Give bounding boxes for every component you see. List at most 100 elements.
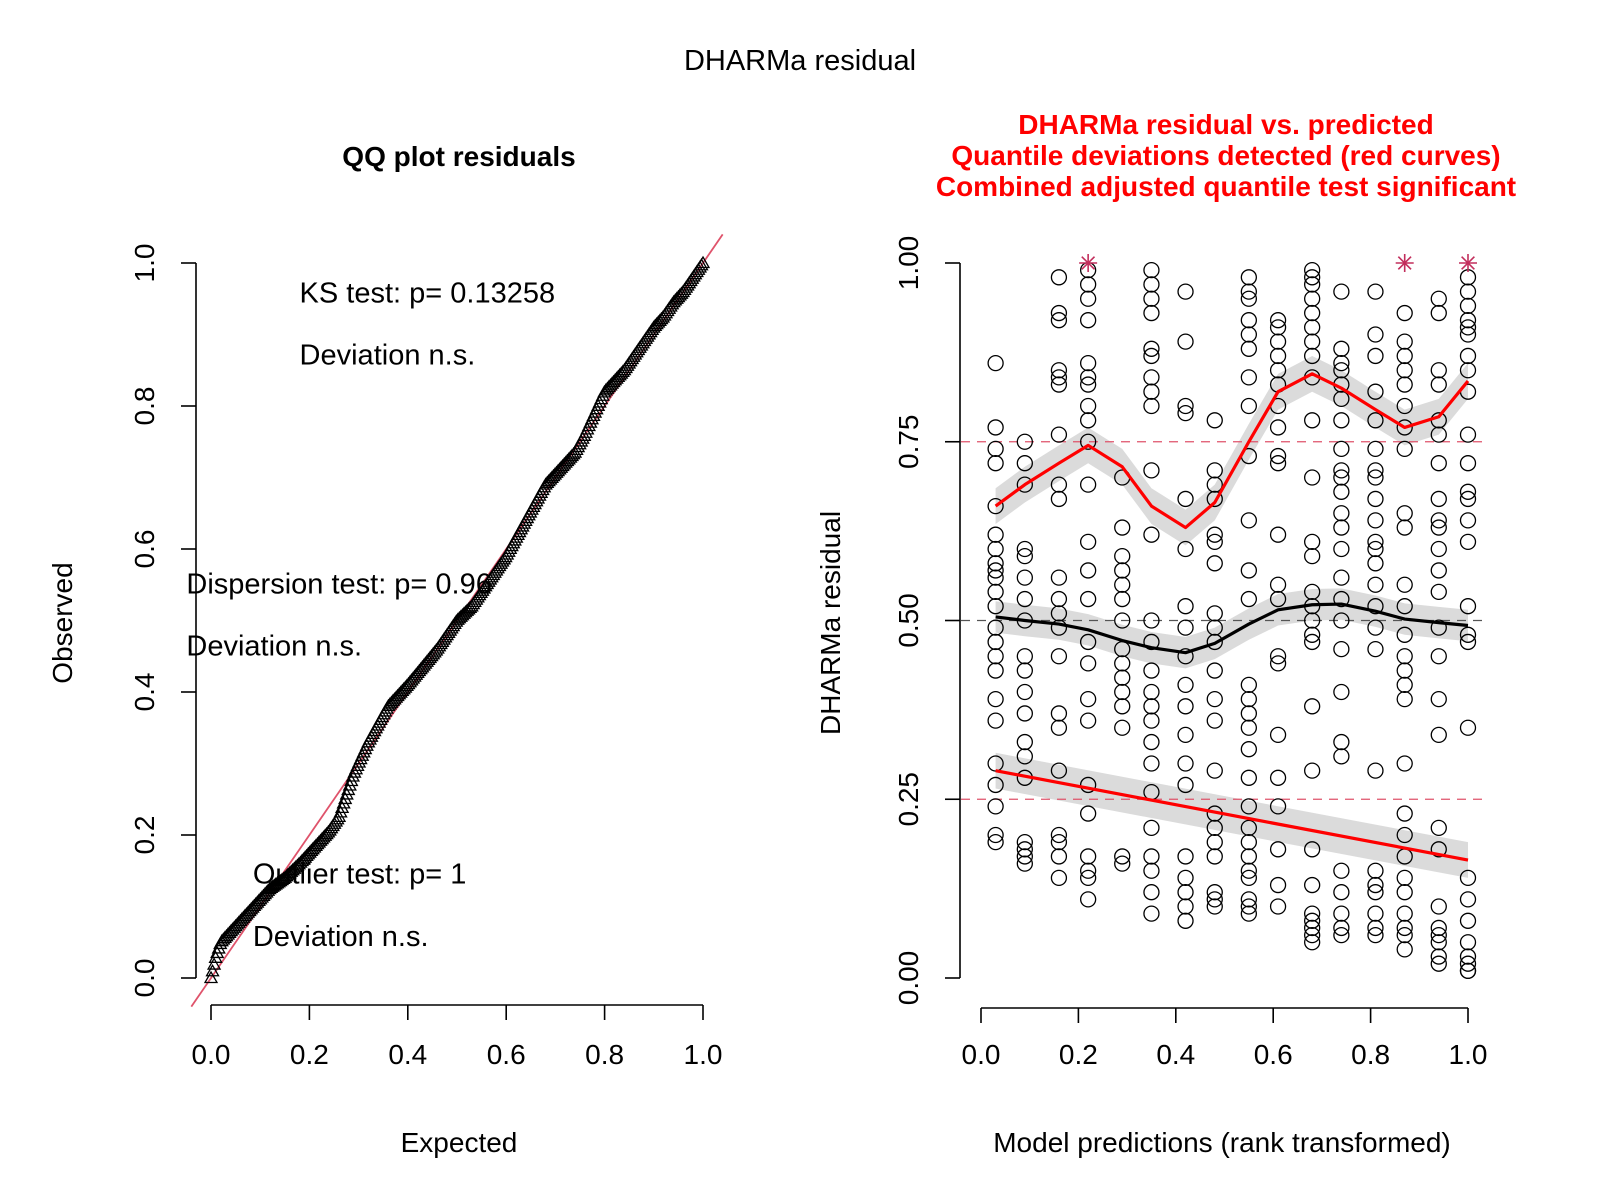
residual-point [1396, 362, 1413, 379]
residual-point [1396, 519, 1413, 536]
residual-point [1050, 376, 1068, 393]
residual-x-tick-label: 0.6 [1254, 1039, 1293, 1070]
residual-point [1143, 884, 1160, 901]
residual-point [1430, 519, 1447, 536]
residual-point [1240, 590, 1257, 608]
residual-point [1206, 898, 1223, 915]
qq-points [203, 255, 711, 984]
residual-point [1367, 412, 1384, 429]
residual-point [1304, 276, 1321, 293]
qq-point [205, 963, 220, 977]
residual-point [1304, 633, 1321, 651]
residual-point [1459, 869, 1477, 887]
residual-point [987, 691, 1004, 708]
qq-x-tick-label: 0.2 [290, 1039, 329, 1070]
residual-point [1177, 848, 1194, 865]
residual-point [1333, 905, 1350, 922]
residual-point [1269, 347, 1287, 365]
qq-y-tick-label: 0.4 [129, 673, 160, 712]
residual-point [1143, 905, 1160, 922]
residual-point [1143, 612, 1160, 629]
residual-point [1143, 347, 1160, 365]
residual-point [1459, 598, 1477, 615]
residual-point [987, 633, 1004, 651]
residual-point [1240, 512, 1257, 529]
residual-title-line-3: Combined adjusted quantile test signific… [936, 171, 1516, 202]
residual-point [1304, 905, 1321, 922]
residual-point [1016, 540, 1033, 558]
residual-point [1206, 848, 1223, 865]
residual-point [1114, 698, 1131, 715]
residual-point [1367, 555, 1384, 572]
residual-point [1177, 726, 1194, 744]
residual-point [1304, 583, 1321, 601]
residual-point [1079, 312, 1097, 329]
residual-point [1079, 562, 1097, 579]
residual-point [1269, 876, 1287, 894]
residual-point [1143, 383, 1160, 400]
residual-point [1430, 841, 1447, 858]
residual-point [1143, 340, 1160, 357]
qq-point [342, 778, 357, 791]
residual-point [987, 497, 1004, 515]
residual-point [1206, 891, 1223, 908]
residual-point [1459, 455, 1477, 472]
residual-point [1367, 905, 1384, 922]
residual-point [1050, 826, 1068, 844]
residual-point [1333, 748, 1350, 765]
residual-point [1016, 433, 1033, 450]
residual-point [1050, 590, 1068, 608]
residual-point [987, 776, 1004, 794]
residual-point [1206, 476, 1223, 493]
residual-point [1269, 841, 1287, 858]
qq-plot-title: QQ plot residuals [342, 141, 575, 172]
residual-point [1016, 748, 1033, 765]
residual-point [1050, 705, 1068, 722]
residual-point [1206, 633, 1223, 651]
residual-point [1016, 683, 1033, 701]
residual-point [1430, 376, 1447, 393]
residual-point [1396, 304, 1413, 322]
qq-point [336, 796, 351, 809]
residual-point [1459, 962, 1477, 979]
residual-point [1459, 955, 1477, 972]
qq-y-tick-label: 0.0 [129, 959, 160, 998]
residual-point [1304, 412, 1321, 429]
residual-point [1079, 369, 1097, 386]
residual-point [1177, 676, 1194, 693]
residual-point [1430, 648, 1447, 665]
residual-point [1430, 455, 1447, 472]
residual-point [1240, 891, 1257, 908]
residual-point [1177, 283, 1194, 300]
residual-point [1016, 548, 1033, 565]
residual-point [1240, 834, 1257, 851]
residual-point [1177, 898, 1194, 915]
outlier-marker [1459, 254, 1477, 272]
residual-x-tick-label: 0.4 [1156, 1039, 1195, 1070]
residual-point [1050, 762, 1068, 779]
residual-point [1430, 926, 1447, 944]
qq-point [338, 791, 353, 805]
residual-point [1430, 512, 1447, 529]
residual-y-tick-label: 0.50 [893, 593, 924, 648]
residual-point [1143, 397, 1160, 415]
residual-point [987, 562, 1004, 579]
residual-point [1459, 948, 1477, 965]
residual-point [1114, 848, 1131, 865]
residual-point [1367, 440, 1384, 458]
residual-point [1016, 662, 1033, 679]
residual-point [1367, 762, 1384, 779]
residual-point [1177, 755, 1194, 772]
residual-point [1143, 862, 1160, 879]
quantile-curve [995, 769, 1469, 862]
residual-point [1304, 626, 1321, 643]
residual-point [1396, 440, 1413, 458]
residual-point [1079, 862, 1097, 879]
residual-point [1459, 512, 1477, 529]
residual-x-tick-label: 0.0 [962, 1039, 1001, 1070]
residual-point [1396, 347, 1413, 365]
residual-point [1079, 397, 1097, 415]
residual-point [987, 712, 1004, 729]
residual-point [1333, 505, 1350, 522]
residual-point [1304, 698, 1321, 715]
